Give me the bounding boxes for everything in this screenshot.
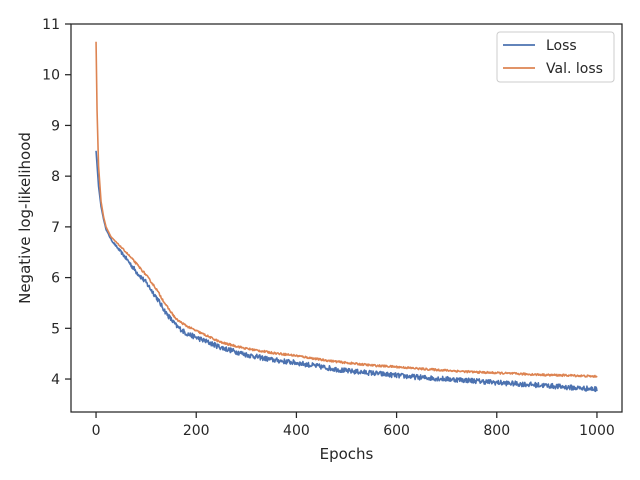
legend-label: Val. loss xyxy=(546,61,603,77)
x-tick-label: 200 xyxy=(183,423,210,439)
y-tick-label: 9 xyxy=(51,118,60,134)
y-tick-label: 11 xyxy=(42,17,60,33)
y-tick-label: 5 xyxy=(51,321,60,337)
y-tick-label: 4 xyxy=(51,372,60,388)
x-tick-label: 400 xyxy=(283,423,310,439)
y-axis: 4 5 6 7 8 9 10 11 xyxy=(42,17,71,388)
y-tick-label: 6 xyxy=(51,271,60,287)
series-line-1 xyxy=(95,41,598,378)
plot-frame xyxy=(70,23,623,413)
x-axis: 0 200 400 600 800 1000 xyxy=(92,412,615,439)
x-tick-label: 1000 xyxy=(579,423,615,439)
series-line-0 xyxy=(95,150,598,393)
x-axis-label: Epochs xyxy=(320,445,374,463)
x-tick-label: 600 xyxy=(383,423,410,439)
legend-label: Loss xyxy=(546,38,577,54)
series-layer xyxy=(95,41,598,393)
x-tick-label: 0 xyxy=(92,423,101,439)
y-tick-label: 8 xyxy=(51,169,60,185)
x-tick-label: 800 xyxy=(483,423,510,439)
y-axis-label: Negative log-likelihood xyxy=(16,132,34,304)
y-tick-label: 7 xyxy=(51,220,60,236)
y-tick-label: 10 xyxy=(42,68,60,84)
legend: Loss Val. loss xyxy=(496,31,615,83)
